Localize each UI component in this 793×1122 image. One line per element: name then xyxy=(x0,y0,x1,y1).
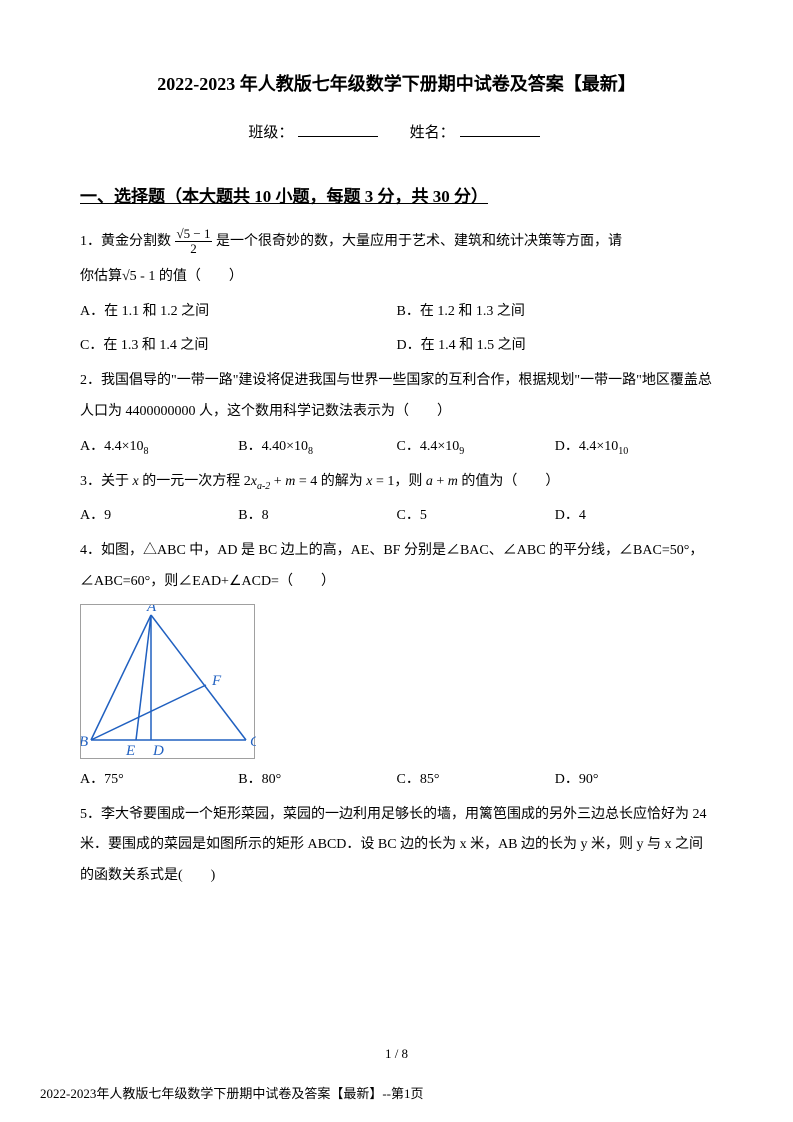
q4-optD: D．90° xyxy=(555,765,713,796)
question-5: 5．李大爷要围成一个矩形菜园，菜园的一边利用足够长的墙，用篱笆围成的另外三边总长… xyxy=(80,800,713,892)
q3-optD: D．4 xyxy=(555,501,713,532)
page-footer: 2022-2023年人教版七年级数学下册期中试卷及答案【最新】--第1页 xyxy=(40,1083,424,1102)
q2-optD: D．4.4×1010 xyxy=(555,432,713,463)
q1-frac-num: √5 − 1 xyxy=(175,227,213,242)
svg-text:B: B xyxy=(81,734,88,750)
svg-text:A: A xyxy=(146,605,157,615)
name-label: 姓名： xyxy=(410,125,455,141)
triangle-svg: A B C E D F xyxy=(81,605,256,760)
q2-optB: B．4.40×108 xyxy=(238,432,396,463)
q4-optA: A．75° xyxy=(80,765,238,796)
q3-optB: B．8 xyxy=(238,501,396,532)
q3-options: A．9 B．8 C．5 D．4 xyxy=(80,501,713,532)
question-2: 2．我国倡导的"一带一路"建设将促进我国与世界一些国家的互利合作，根据规划"一带… xyxy=(80,366,713,428)
q1-text1: 是一个很奇妙的数，大量应用于艺术、建筑和统计决策等方面，请 xyxy=(216,234,622,249)
q4-options: A．75° B．80° C．85° D．90° xyxy=(80,765,713,796)
q2-optD-sub: 10 xyxy=(618,446,628,457)
svg-text:C: C xyxy=(250,734,256,750)
question-4: 4．如图，△ABC 中，AD 是 BC 边上的高，AE、BF 分别是∠BAC、∠… xyxy=(80,536,713,598)
svg-text:F: F xyxy=(211,673,222,689)
section-header: 一、选择题（本大题共 10 小题，每题 3 分，共 30 分） xyxy=(80,182,713,207)
name-blank[interactable] xyxy=(460,136,540,137)
q2-optA-text: A．4.4×10 xyxy=(80,439,144,454)
q2-optD-text: D．4.4×10 xyxy=(555,439,619,454)
q1-line2: 你估算√5 - 1 的值（ ） xyxy=(80,262,713,293)
q4-optC: C．85° xyxy=(397,765,555,796)
q1-prefix: 1．黄金分割数 xyxy=(80,234,171,249)
q2-optC-text: C．4.4×10 xyxy=(397,439,460,454)
q1-frac-den: 2 xyxy=(175,242,213,256)
page-number: 1 / 8 xyxy=(0,1046,793,1062)
q2-optA: A．4.4×108 xyxy=(80,432,238,463)
question-1: 1．黄金分割数 √5 − 1 2 是一个很奇妙的数，大量应用于艺术、建筑和统计决… xyxy=(80,227,713,258)
class-blank[interactable] xyxy=(298,136,378,137)
q3-text: 3．关于 x 的一元一次方程 2xa-2 + m = 4 的解为 x = 1，则… xyxy=(80,474,559,489)
q2-optC: C．4.4×109 xyxy=(397,432,555,463)
q2-options: A．4.4×108 B．4.40×108 C．4.4×109 D．4.4×101… xyxy=(80,432,713,463)
svg-text:E: E xyxy=(125,743,135,759)
question-3: 3．关于 x 的一元一次方程 2xa-2 + m = 4 的解为 x = 1，则… xyxy=(80,467,713,498)
q1-optD: D．在 1.4 和 1.5 之间 xyxy=(397,331,714,362)
q2-optB-text: B．4.40×10 xyxy=(238,439,308,454)
q1-options-row2: C．在 1.3 和 1.4 之间 D．在 1.4 和 1.5 之间 xyxy=(80,331,713,362)
q1-optA: A．在 1.1 和 1.2 之间 xyxy=(80,297,397,328)
q3-optC: C．5 xyxy=(397,501,555,532)
q1-fraction: √5 − 1 2 xyxy=(175,227,213,257)
q1-optB: B．在 1.2 和 1.3 之间 xyxy=(397,297,714,328)
q2-optB-sub: 8 xyxy=(308,446,313,457)
q2-optC-sub: 9 xyxy=(459,446,464,457)
class-label: 班级： xyxy=(248,125,293,141)
q1-options-row1: A．在 1.1 和 1.2 之间 B．在 1.2 和 1.3 之间 xyxy=(80,297,713,328)
svg-text:D: D xyxy=(152,743,164,759)
student-info-line: 班级： 姓名： xyxy=(80,121,713,142)
exam-title: 2022-2023 年人教版七年级数学下册期中试卷及答案【最新】 xyxy=(80,70,713,96)
q4-optB: B．80° xyxy=(238,765,396,796)
triangle-figure: A B C E D F xyxy=(80,604,255,759)
q3-optA: A．9 xyxy=(80,501,238,532)
q1-optC: C．在 1.3 和 1.4 之间 xyxy=(80,331,397,362)
q2-optA-sub: 8 xyxy=(144,446,149,457)
